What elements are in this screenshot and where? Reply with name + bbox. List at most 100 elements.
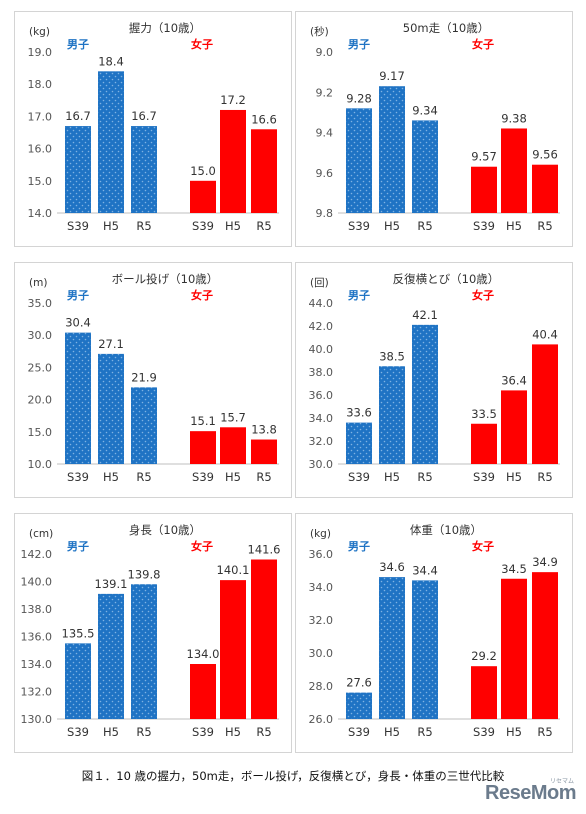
x-tick-label: S39	[192, 470, 214, 484]
bar-girls	[251, 559, 277, 719]
bar-girls	[190, 664, 216, 719]
x-tick-label: H5	[225, 725, 241, 739]
y-tick-label: 42.0	[309, 320, 334, 333]
bar-boys	[412, 120, 438, 213]
x-tick-label: S39	[473, 219, 495, 233]
y-tick-label: 142.0	[21, 548, 53, 561]
x-tick-label: H5	[103, 470, 119, 484]
x-tick-label: R5	[417, 725, 432, 739]
chart-title: 反復横とび（10歳）	[393, 272, 500, 286]
y-axis-unit: (kg)	[29, 26, 50, 38]
y-tick-label: 9.2	[316, 86, 334, 99]
y-tick-label: 18.0	[28, 78, 53, 91]
bar-girls	[190, 431, 216, 464]
height-chart: 身長（10歳） (cm) 130.0 132.0 134.0 136.0 138.0 140.…	[14, 513, 292, 753]
x-tick-label: S39	[473, 470, 495, 484]
x-tick-label: H5	[225, 219, 241, 233]
bar-boys	[98, 353, 124, 464]
data-label: 30.4	[65, 316, 91, 330]
data-label: 15.1	[190, 414, 216, 428]
y-tick-label: 38.0	[309, 366, 334, 379]
legend-boys: 男子	[67, 289, 89, 302]
x-tick-label: R5	[537, 725, 552, 739]
data-label: 33.6	[346, 406, 372, 420]
bar-boys	[346, 422, 372, 464]
bar-boys	[98, 593, 124, 719]
x-tick-label: H5	[225, 470, 241, 484]
y-tick-label: 19.0	[28, 46, 53, 59]
bar-boys	[131, 126, 157, 213]
x-tick-label: H5	[384, 725, 400, 739]
bar-boys	[379, 86, 405, 213]
bar-boys	[346, 692, 372, 719]
legend-girls: 女子	[472, 539, 494, 553]
y-tick-label: 32.0	[309, 435, 334, 448]
x-tick-label: S39	[67, 219, 89, 233]
x-tick-label: R5	[136, 725, 151, 739]
bar-girls	[501, 390, 527, 464]
chart-svg: 握力（10歳） (kg) 14.0 15.0 16.0 17.0 18.0 19.0 男子 女子 1…	[28, 21, 279, 233]
bar-girls	[471, 166, 497, 213]
x-tick-label: S39	[67, 470, 89, 484]
data-label: 38.5	[379, 349, 405, 363]
legend-boys: 男子	[67, 38, 89, 51]
y-tick-label: 134.0	[21, 658, 53, 671]
legend-boys: 男子	[348, 289, 370, 302]
x-tick-label: R5	[537, 470, 552, 484]
y-tick-label: 30.0	[309, 647, 334, 660]
bar-girls	[501, 128, 527, 213]
y-tick-label: 138.0	[21, 603, 53, 616]
y-tick-label: 15.0	[28, 175, 53, 188]
bar-girls	[532, 164, 558, 213]
data-label: 34.9	[532, 555, 558, 569]
data-label: 29.2	[471, 649, 497, 663]
legend-girls: 女子	[472, 288, 494, 302]
x-tick-label: S39	[67, 725, 89, 739]
x-tick-label: S39	[348, 725, 370, 739]
bar-girls	[471, 666, 497, 719]
weight-chart: 体重（10歳） (kg) 26.0 28.0 30.0 32.0 34.0 36.0 男子 女子 2…	[295, 513, 573, 753]
x-tick-label: R5	[256, 219, 271, 233]
bar-boys	[412, 580, 438, 719]
data-label: 16.7	[131, 109, 157, 123]
y-tick-label: 17.0	[28, 110, 53, 123]
chart-title: 50m走（10歳）	[403, 21, 489, 35]
bar-boys	[65, 332, 91, 464]
data-label: 34.5	[501, 562, 527, 576]
bar-boys	[379, 366, 405, 464]
chart-title: ボール投げ（10歳）	[112, 272, 219, 286]
y-tick-label: 9.0	[316, 46, 334, 59]
x-tick-label: R5	[417, 219, 432, 233]
y-axis-unit: (秒)	[310, 25, 329, 38]
x-tick-label: H5	[103, 725, 119, 739]
data-label: 135.5	[62, 626, 95, 640]
data-label: 9.38	[501, 111, 527, 125]
bar-girls	[190, 180, 216, 213]
y-tick-label: 35.0	[28, 297, 53, 310]
data-label: 9.28	[346, 91, 372, 105]
bar-girls	[220, 109, 246, 213]
x-tick-label: R5	[417, 470, 432, 484]
data-label: 9.57	[471, 150, 497, 164]
y-tick-label: 40.0	[309, 343, 334, 356]
data-label: 9.17	[379, 69, 405, 83]
data-label: 21.9	[131, 370, 157, 384]
y-tick-label: 132.0	[21, 686, 53, 699]
data-label: 34.6	[379, 560, 405, 574]
y-tick-label: 9.4	[316, 127, 334, 140]
bar-girls	[532, 572, 558, 719]
legend-girls: 女子	[472, 37, 494, 51]
data-label: 33.5	[471, 407, 497, 421]
bar-girls	[532, 344, 558, 464]
bar-girls	[251, 129, 277, 213]
x-tick-label: R5	[136, 219, 151, 233]
data-label: 16.6	[251, 112, 277, 126]
x-tick-label: R5	[256, 470, 271, 484]
data-label: 42.1	[412, 308, 438, 322]
y-tick-label: 136.0	[21, 631, 53, 644]
y-tick-label: 30.0	[309, 458, 334, 471]
data-label: 40.4	[532, 327, 558, 341]
data-label: 139.1	[95, 577, 128, 591]
data-label: 34.4	[412, 563, 438, 577]
chart-svg: 反復横とび（10歳） (回) 30.0 32.0 34.0 36.0 38.0 40.0 42.…	[309, 272, 560, 484]
